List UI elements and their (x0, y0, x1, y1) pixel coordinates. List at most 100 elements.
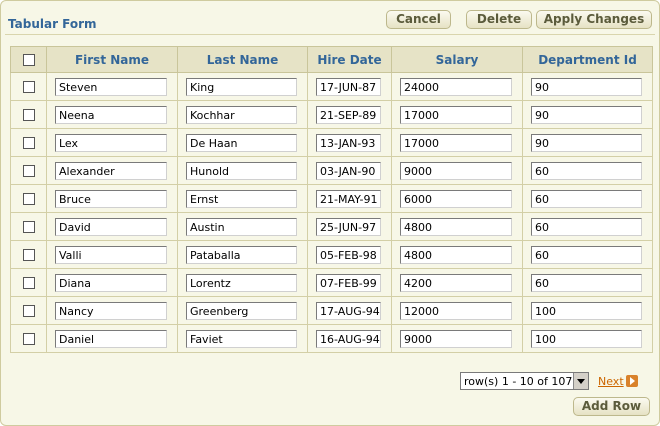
select-cell (10, 72, 47, 101)
checkbox[interactable] (22, 276, 35, 289)
text-input[interactable]: Valli (55, 245, 167, 264)
checkbox[interactable] (22, 192, 35, 205)
text-input[interactable]: 13-JAN-93 (316, 133, 381, 152)
table-row: Neena Kochhar 21-SEP-89 17000 90 (10, 100, 653, 129)
text-input[interactable]: Alexander (55, 161, 167, 180)
text-input[interactable]: Neena (55, 105, 167, 124)
text-input[interactable]: 17-AUG-94 (316, 301, 381, 320)
text-input[interactable]: Hunold (186, 161, 297, 180)
text-input[interactable]: 60 (531, 217, 642, 236)
cell: 13-JAN-93 (307, 128, 392, 157)
select-cell (10, 268, 47, 297)
cell: 17-AUG-94 (307, 296, 392, 325)
text-input[interactable]: 90 (531, 77, 642, 96)
pagination-select[interactable]: row(s) 1 - 10 of 107 (460, 372, 589, 390)
cell: 21-SEP-89 (307, 100, 392, 129)
text-input[interactable]: 9000 (400, 161, 512, 180)
text-input[interactable]: 12000 (400, 301, 512, 320)
text-input[interactable]: 4800 (400, 217, 512, 236)
cell: 60 (522, 156, 653, 185)
text-input[interactable]: King (186, 77, 297, 96)
select-cell (10, 324, 47, 353)
text-input[interactable]: 100 (531, 329, 642, 348)
text-input[interactable]: Bruce (55, 189, 167, 208)
cell: De Haan (177, 128, 308, 157)
text-input[interactable]: 05-FEB-98 (316, 245, 381, 264)
checkbox[interactable] (22, 80, 35, 93)
checkbox[interactable] (22, 332, 35, 345)
apply-button[interactable]: Apply Changes (536, 10, 652, 29)
cell: 03-JAN-90 (307, 156, 392, 185)
checkbox[interactable] (22, 304, 35, 317)
cell: 4800 (391, 212, 523, 241)
text-input[interactable]: 21-MAY-91 (316, 189, 381, 208)
cell: Pataballa (177, 240, 308, 269)
cell: Greenberg (177, 296, 308, 325)
cell: Kochhar (177, 100, 308, 129)
text-input[interactable]: 6000 (400, 189, 512, 208)
text-input[interactable]: Austin (186, 217, 297, 236)
cell: Austin (177, 212, 308, 241)
select-cell (10, 212, 47, 241)
cell: 90 (522, 128, 653, 157)
text-input[interactable]: 100 (531, 301, 642, 320)
text-input[interactable]: 90 (531, 105, 642, 124)
text-input[interactable]: 90 (531, 133, 642, 152)
text-input[interactable]: 24000 (400, 77, 512, 96)
checkbox[interactable] (22, 220, 35, 233)
text-input[interactable]: 17000 (400, 133, 512, 152)
column-header[interactable]: First Name (46, 46, 178, 73)
select-all (10, 46, 47, 73)
column-header[interactable]: Hire Date (307, 46, 392, 73)
text-input[interactable]: Steven (55, 77, 167, 96)
cell: Daniel (46, 324, 178, 353)
text-input[interactable]: Kochhar (186, 105, 297, 124)
cell: 05-FEB-98 (307, 240, 392, 269)
text-input[interactable]: Greenberg (186, 301, 297, 320)
checkbox[interactable] (22, 136, 35, 149)
cancel-button[interactable]: Cancel (386, 10, 451, 29)
text-input[interactable]: Daniel (55, 329, 167, 348)
add-row-button[interactable]: Add Row (573, 397, 650, 416)
text-input[interactable]: 25-JUN-97 (316, 217, 381, 236)
text-input[interactable]: 17-JUN-87 (316, 77, 381, 96)
checkbox[interactable] (22, 164, 35, 177)
cell: Valli (46, 240, 178, 269)
text-input[interactable]: 07-FEB-99 (316, 273, 381, 292)
checkbox[interactable] (22, 53, 35, 66)
text-input[interactable]: 60 (531, 161, 642, 180)
text-input[interactable]: 4800 (400, 245, 512, 264)
next-icon[interactable] (626, 375, 638, 387)
text-input[interactable]: Faviet (186, 329, 297, 348)
text-input[interactable]: Ernst (186, 189, 297, 208)
text-input[interactable]: Lorentz (186, 273, 297, 292)
column-header[interactable]: Department Id (522, 46, 653, 73)
cell: Faviet (177, 324, 308, 353)
table-row: Bruce Ernst 21-MAY-91 6000 60 (10, 184, 653, 213)
text-input[interactable]: Pataballa (186, 245, 297, 264)
cell: 60 (522, 212, 653, 241)
text-input[interactable]: 21-SEP-89 (316, 105, 381, 124)
cell: 100 (522, 324, 653, 353)
text-input[interactable]: Diana (55, 273, 167, 292)
checkbox[interactable] (22, 248, 35, 261)
text-input[interactable]: Lex (55, 133, 167, 152)
column-header[interactable]: Last Name (177, 46, 308, 73)
text-input[interactable]: 60 (531, 245, 642, 264)
table-row: Valli Pataballa 05-FEB-98 4800 60 (10, 240, 653, 269)
text-input[interactable]: De Haan (186, 133, 297, 152)
checkbox[interactable] (22, 108, 35, 121)
text-input[interactable]: 9000 (400, 329, 512, 348)
text-input[interactable]: 16-AUG-94 (316, 329, 381, 348)
text-input[interactable]: 17000 (400, 105, 512, 124)
table-row: Steven King 17-JUN-87 24000 90 (10, 72, 653, 101)
text-input[interactable]: 60 (531, 189, 642, 208)
next-link[interactable]: Next (598, 375, 624, 388)
column-header[interactable]: Salary (391, 46, 523, 73)
text-input[interactable]: Nancy (55, 301, 167, 320)
text-input[interactable]: 60 (531, 273, 642, 292)
delete-button[interactable]: Delete (466, 10, 532, 29)
text-input[interactable]: David (55, 217, 167, 236)
text-input[interactable]: 4200 (400, 273, 512, 292)
text-input[interactable]: 03-JAN-90 (316, 161, 381, 180)
